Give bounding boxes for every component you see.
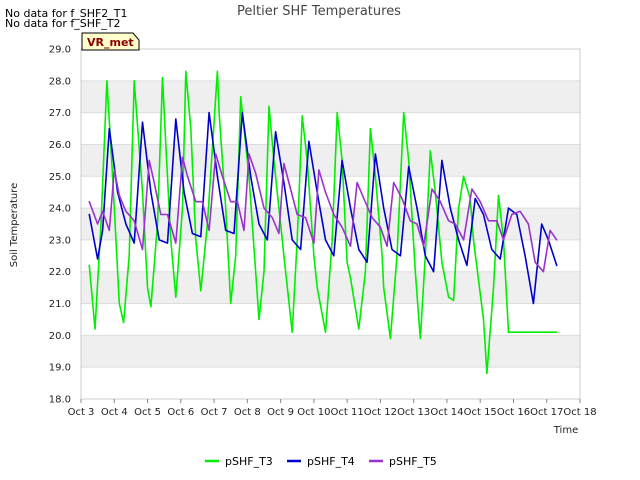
y-axis-title: Soil Temperature: [9, 183, 20, 268]
x-tick-label: Oct 11: [331, 407, 364, 418]
series-line-pSHF_T3: [88, 70, 558, 375]
legend-label-pSHF_T5: pSHF_T5: [389, 455, 437, 468]
x-tick-label: Oct 3: [68, 407, 95, 418]
x-tick-label: Oct 17: [530, 407, 563, 418]
y-axis-ticks: 18.0 19.0 20.0 21.0 22.0 23.0 24.0 25.0 26.0 27.0…: [49, 45, 71, 406]
badge-label: VR_met: [87, 36, 134, 49]
x-tick-label: Oct 15: [464, 407, 497, 418]
legend-label-pSHF_T3: pSHF_T3: [225, 455, 273, 468]
vr-met-badge: VR_met: [81, 32, 140, 51]
x-tick-label: Oct 14: [430, 407, 463, 418]
series-layer: [88, 70, 558, 375]
y-tick-label: 27.0: [49, 108, 71, 119]
y-tick-label: 26.0: [49, 140, 71, 151]
y-tick-label: 25.0: [49, 172, 71, 183]
x-tick-label: Oct 4: [101, 407, 128, 418]
no-data-notice-1: No data for f_SHF2_T1: [5, 7, 128, 20]
no-data-notice-2: No data for f_SHF_T2: [5, 17, 121, 30]
x-tick-label: Oct 10: [297, 407, 330, 418]
y-tick-label: 22.0: [49, 267, 71, 278]
background-band: [81, 271, 580, 304]
x-tick-label: Oct 6: [167, 407, 194, 418]
background-band: [81, 335, 580, 368]
plot-area: [80, 48, 581, 400]
x-axis-ticks: Oct 3 Oct 4 Oct 5 Oct 6 Oct 7 Oct 8 Oct 9 Oct 1…: [68, 399, 597, 418]
x-tick-label: Oct 5: [134, 407, 161, 418]
y-tick-label: 18.0: [49, 395, 71, 406]
x-tick-label: Oct 18: [563, 407, 596, 418]
legend-label-pSHF_T4: pSHF_T4: [307, 455, 355, 468]
x-tick-label: Oct 7: [201, 407, 228, 418]
series-line-pSHF_T4: [88, 111, 558, 305]
y-tick-label: 23.0: [49, 235, 71, 246]
y-tick-label: 20.0: [49, 331, 71, 342]
background-band: [81, 80, 580, 113]
background-band: [81, 144, 580, 177]
legend: pSHF_T3 pSHF_T4 pSHF_T5: [205, 455, 437, 468]
x-tick-label: Oct 8: [234, 407, 261, 418]
x-tick-label: Oct 12: [364, 407, 397, 418]
x-tick-label: Oct 9: [267, 407, 294, 418]
y-tick-label: 24.0: [49, 204, 71, 215]
chart-title: Peltier SHF Temperatures: [237, 4, 401, 19]
series-line-pSHF_T5: [88, 153, 558, 273]
badge-background: [81, 32, 140, 51]
y-tick-label: 28.0: [49, 76, 71, 87]
x-tick-label: Oct 16: [497, 407, 530, 418]
y-tick-label: 19.0: [49, 363, 71, 374]
x-axis-title: Time: [553, 425, 578, 436]
y-tick-label: 29.0: [49, 45, 71, 56]
y-tick-label: 21.0: [49, 299, 71, 310]
x-tick-label: Oct 13: [397, 407, 430, 418]
